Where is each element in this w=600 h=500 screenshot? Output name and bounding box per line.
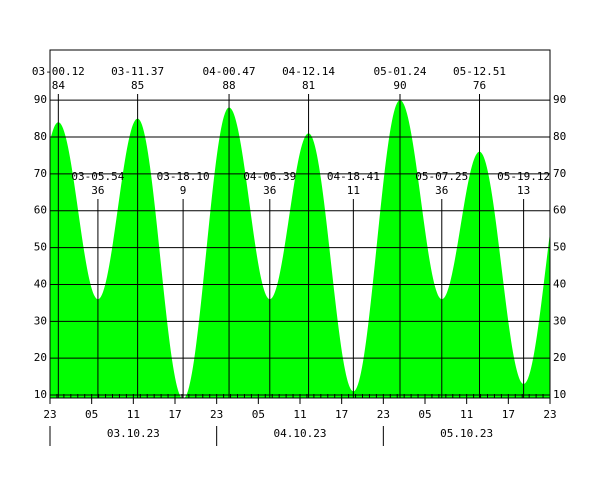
extreme-value: 90 — [393, 79, 406, 92]
x-tick-label: 11 — [293, 408, 306, 421]
x-tick-label: 23 — [377, 408, 390, 421]
x-tick-label: 05 — [418, 408, 431, 421]
y-tick-label: 40 — [34, 277, 47, 290]
x-tick-label: 17 — [335, 408, 348, 421]
y-tick-label: 60 — [34, 204, 47, 217]
extreme-time: 05-12.51 — [453, 65, 506, 78]
extreme-time: 04-18.41 — [327, 170, 380, 183]
x-tick-label: 23 — [543, 408, 556, 421]
extreme-value: 36 — [435, 184, 448, 197]
y2-tick-label: 20 — [553, 351, 566, 364]
x-tick-label: 11 — [460, 408, 473, 421]
extreme-value: 88 — [222, 79, 235, 92]
extreme-value: 84 — [52, 79, 66, 92]
x-tick-label: 05 — [252, 408, 265, 421]
extreme-time: 05-07.25 — [415, 170, 468, 183]
y-tick-label: 20 — [34, 351, 47, 364]
y-tick-label: 50 — [34, 241, 47, 254]
x-tick-label: 23 — [210, 408, 223, 421]
extreme-value: 36 — [263, 184, 276, 197]
y2-tick-label: 10 — [553, 388, 566, 401]
x-tick-label: 05 — [85, 408, 98, 421]
day-label: 03.10.23 — [107, 427, 160, 440]
tide-area — [50, 100, 550, 398]
extreme-time: 04-00.47 — [203, 65, 256, 78]
day-label: 05.10.23 — [440, 427, 493, 440]
y-tick-label: 90 — [34, 93, 47, 106]
y-tick-label: 70 — [34, 167, 47, 180]
y2-tick-label: 50 — [553, 241, 566, 254]
extreme-value: 81 — [302, 79, 315, 92]
extreme-time: 04-06.39 — [243, 170, 296, 183]
extreme-time: 05-19.12 — [497, 170, 550, 183]
y2-tick-label: 90 — [553, 93, 566, 106]
extreme-time: 03-05.54 — [71, 170, 124, 183]
y2-tick-label: 60 — [553, 204, 566, 217]
x-tick-label: 17 — [502, 408, 515, 421]
y-tick-label: 80 — [34, 130, 47, 143]
extreme-time: 03-18.10 — [157, 170, 210, 183]
extreme-value: 11 — [347, 184, 360, 197]
extreme-time: 04-12.14 — [282, 65, 335, 78]
extreme-time: 03-11.37 — [111, 65, 164, 78]
extreme-value: 36 — [91, 184, 104, 197]
extreme-value: 13 — [517, 184, 530, 197]
x-tick-label: 17 — [168, 408, 181, 421]
y2-tick-label: 80 — [553, 130, 566, 143]
y-tick-label: 10 — [34, 388, 47, 401]
extreme-time: 03-00.12 — [32, 65, 85, 78]
extreme-value: 76 — [473, 79, 486, 92]
x-tick-label: 11 — [127, 408, 140, 421]
y2-tick-label: 70 — [553, 167, 566, 180]
extreme-time: 05-01.24 — [374, 65, 427, 78]
extreme-value: 85 — [131, 79, 144, 92]
y2-tick-label: 40 — [553, 277, 566, 290]
y2-tick-label: 30 — [553, 314, 566, 327]
y-tick-label: 30 — [34, 314, 47, 327]
x-tick-label: 23 — [43, 408, 56, 421]
day-label: 04.10.23 — [274, 427, 327, 440]
extreme-value: 9 — [180, 184, 187, 197]
